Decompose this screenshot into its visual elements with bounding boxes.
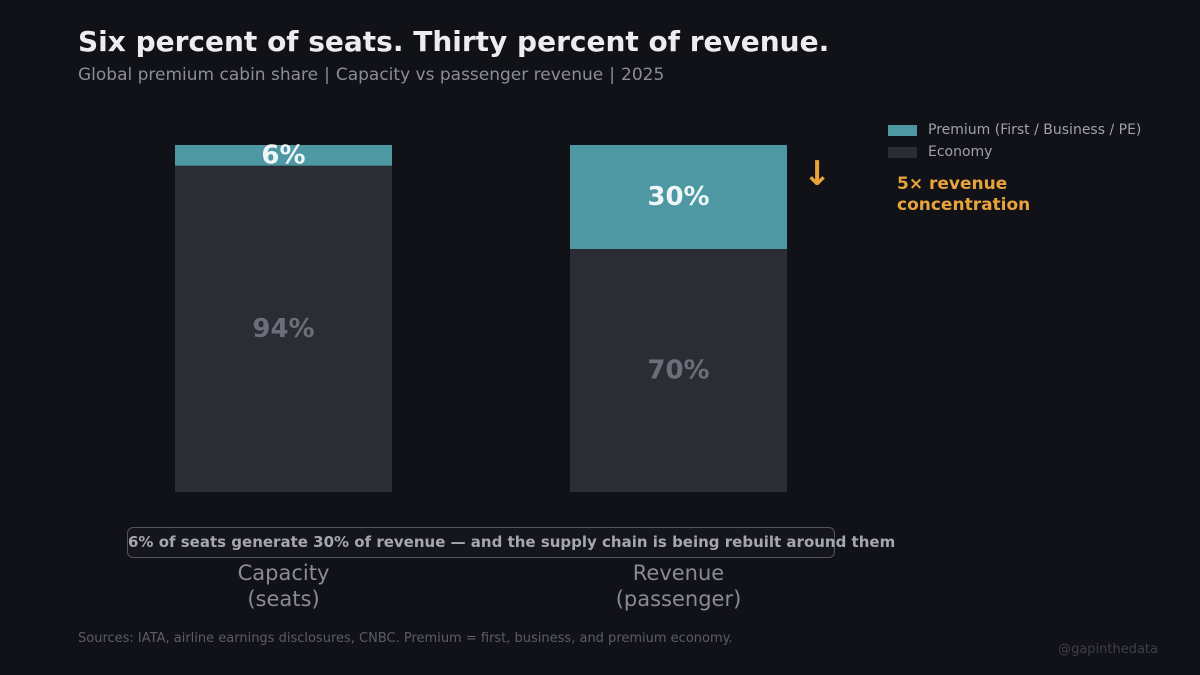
legend-item-premium: Premium (First / Business / PE)	[888, 119, 1141, 141]
subtitle-measure: Capacity vs passenger revenue	[335, 65, 604, 85]
subtitle-separator: |	[609, 65, 615, 85]
subtitle-scope: Global premium cabin share	[78, 65, 319, 85]
chart-title: Six percent of seats. Thirty percent of …	[78, 25, 830, 58]
bar-economy-1	[570, 249, 787, 492]
category-label-1: (passenger)	[616, 587, 742, 611]
revenue-annotation: 5× revenue concentration	[897, 174, 1030, 216]
bar-premium-0	[175, 145, 392, 166]
category-label-0: Capacity	[238, 561, 330, 585]
author-handle: @gapinthedata	[1058, 642, 1158, 657]
source-note: Sources: IATA, airline earnings disclosu…	[78, 631, 733, 646]
down-arrow-icon: ↓	[803, 154, 832, 194]
category-label-1: Revenue	[633, 561, 724, 585]
callout-box: 6% of seats generate 30% of revenue — an…	[127, 527, 895, 558]
label-premium-1: 30%	[647, 182, 709, 212]
annotation-line-2: concentration	[897, 195, 1031, 215]
label-economy-0: 94%	[252, 314, 314, 344]
bar-economy-0	[175, 165, 392, 492]
chart-subtitle: Global premium cabin share | Capacity vs p…	[78, 65, 664, 85]
label-economy-1: 70%	[647, 356, 709, 386]
annotation-line-1: 5× revenue	[897, 174, 1008, 194]
legend-swatch-economy	[888, 146, 917, 158]
legend-label-premium: Premium (First / Business / PE)	[928, 122, 1142, 138]
bar-premium-1	[570, 145, 787, 250]
subtitle-year: 2025	[621, 65, 665, 85]
category-label-0: (seats)	[247, 587, 319, 611]
legend-item-economy: Economy	[888, 141, 1141, 163]
subtitle-separator: |	[324, 65, 330, 85]
legend-swatch-premium	[888, 124, 917, 136]
label-premium-0: 6%	[261, 140, 305, 170]
legend-label-economy: Economy	[928, 144, 993, 160]
legend: Premium (First / Business / PE) Economy	[888, 119, 1141, 163]
